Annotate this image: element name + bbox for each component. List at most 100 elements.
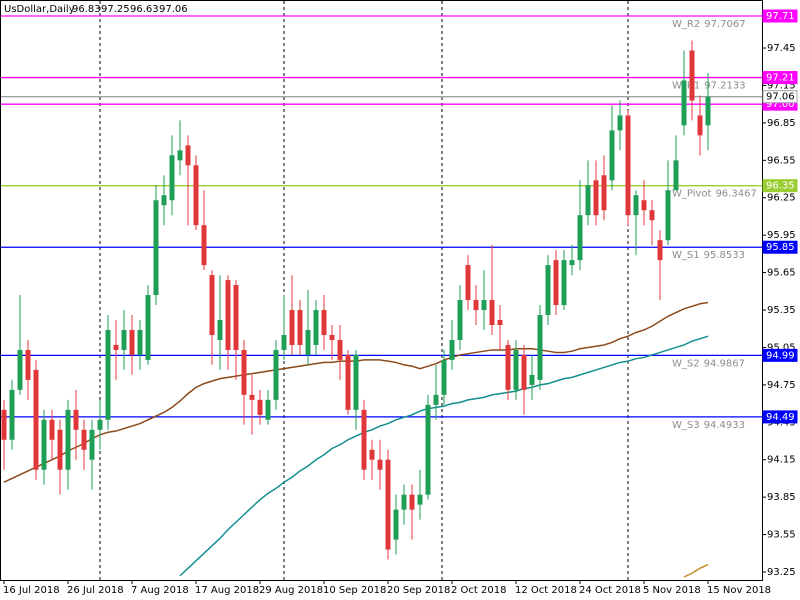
- candle-body: [625, 115, 631, 216]
- candle-body: [689, 50, 695, 101]
- candle-body: [49, 419, 55, 440]
- header-open: 96.83: [72, 4, 101, 15]
- level-text: W_S1 95.8533: [672, 250, 745, 261]
- candle-body: [129, 329, 135, 355]
- candle-body: [449, 339, 455, 360]
- level-box-label: 97.00: [766, 99, 795, 110]
- candle-body: [465, 265, 471, 301]
- x-tick-label: 7 Aug 2018: [131, 585, 189, 596]
- candle-body: [681, 80, 687, 126]
- candle-body: [113, 344, 119, 350]
- level-box: [762, 348, 798, 362]
- level-text: W_S2 94.9867: [672, 358, 745, 369]
- level-text: W_Pivot 96.3467: [672, 189, 757, 200]
- candle-body: [433, 394, 439, 405]
- candle-body: [273, 349, 279, 400]
- y-tick-label: 93.85: [767, 492, 796, 503]
- candle-body: [289, 310, 295, 345]
- candle-body: [57, 429, 63, 470]
- level-value: 97.7067: [704, 19, 745, 30]
- candle-body: [673, 160, 679, 191]
- candle-body: [249, 394, 255, 400]
- candle-body: [73, 409, 79, 430]
- candle-body: [545, 265, 551, 316]
- candle-body: [577, 215, 583, 261]
- candle-body: [297, 310, 303, 345]
- level-name: W_R2: [672, 19, 700, 30]
- level-value: 95.8533: [704, 250, 745, 261]
- level-name: W_S3: [672, 420, 700, 431]
- candle-body: [441, 359, 447, 395]
- candle-body: [585, 185, 591, 216]
- x-tick-label: 5 Nov 2018: [643, 585, 701, 596]
- candle-body: [401, 494, 407, 510]
- candle-body: [601, 175, 607, 211]
- candle-body: [329, 334, 335, 340]
- level-box: [762, 410, 798, 424]
- candle-body: [569, 260, 575, 266]
- candle-body: [41, 419, 47, 470]
- candle-body: [537, 315, 543, 380]
- candle-body: [457, 300, 463, 340]
- candle-body: [705, 96, 711, 126]
- level-box: [762, 71, 798, 85]
- moving-average: [179, 335, 709, 577]
- level-value: 97.2133: [704, 81, 745, 92]
- candle-body: [225, 280, 231, 350]
- level-box-label: 94.49: [766, 412, 795, 423]
- candle-body: [497, 320, 503, 325]
- y-tick-label: 96.55: [767, 155, 796, 166]
- candle-body: [593, 180, 599, 216]
- candle-body: [305, 329, 311, 355]
- candle-body: [385, 459, 391, 550]
- y-tick-label: 97.15: [767, 80, 796, 91]
- candle-body: [145, 295, 151, 360]
- candle-body: [233, 285, 239, 350]
- level-box-label: 95.85: [766, 242, 795, 253]
- x-tick-label: 24 Oct 2018: [579, 585, 641, 596]
- x-tick-label: 26 Jul 2018: [67, 585, 124, 596]
- plot-frame: [0, 0, 763, 581]
- y-tick-label: 95.65: [767, 268, 796, 279]
- candle-body: [209, 275, 215, 335]
- candle-body: [425, 404, 431, 495]
- y-tick-label: 96.85: [767, 118, 796, 129]
- candle-body: [25, 349, 31, 380]
- x-tick-label: 29 Aug 2018: [259, 585, 323, 596]
- candle-body: [553, 260, 559, 306]
- candle-body: [561, 260, 567, 306]
- level-box-label: 97.71: [766, 11, 795, 22]
- candle-body: [81, 429, 87, 450]
- candle-body: [97, 419, 103, 430]
- candle-body: [281, 334, 287, 350]
- candle-body: [17, 349, 23, 390]
- candle-body: [313, 310, 319, 345]
- moving-average: [683, 563, 709, 578]
- candle-body: [1, 409, 7, 440]
- header-high: 97.25: [101, 4, 130, 15]
- candle-body: [65, 409, 71, 470]
- x-tick-label: 10 Sep 2018: [323, 585, 386, 596]
- x-tick-label: 17 Aug 2018: [195, 585, 259, 596]
- x-tick-label: 16 Jul 2018: [3, 585, 60, 596]
- y-tick-label: 93.25: [767, 567, 796, 578]
- candle-body: [153, 200, 159, 296]
- y-tick-label: 95.05: [767, 342, 796, 353]
- level-name: W_S1: [672, 250, 700, 261]
- level-box: [762, 240, 798, 254]
- candle-body: [265, 399, 271, 420]
- candle-body: [321, 310, 327, 335]
- chart-title: UsDollar,Daily: [4, 4, 75, 15]
- candle-body: [521, 354, 527, 390]
- candle-body: [121, 329, 127, 350]
- y-tick-label: 97.45: [767, 43, 796, 54]
- candle-body: [353, 354, 359, 410]
- candle-body: [633, 195, 639, 216]
- candle-body: [697, 115, 703, 136]
- candle-body: [185, 145, 191, 166]
- candle-body: [641, 200, 647, 211]
- candle-body: [665, 190, 671, 241]
- candle-body: [417, 494, 423, 505]
- x-tick-label: 2 Oct 2018: [451, 585, 506, 596]
